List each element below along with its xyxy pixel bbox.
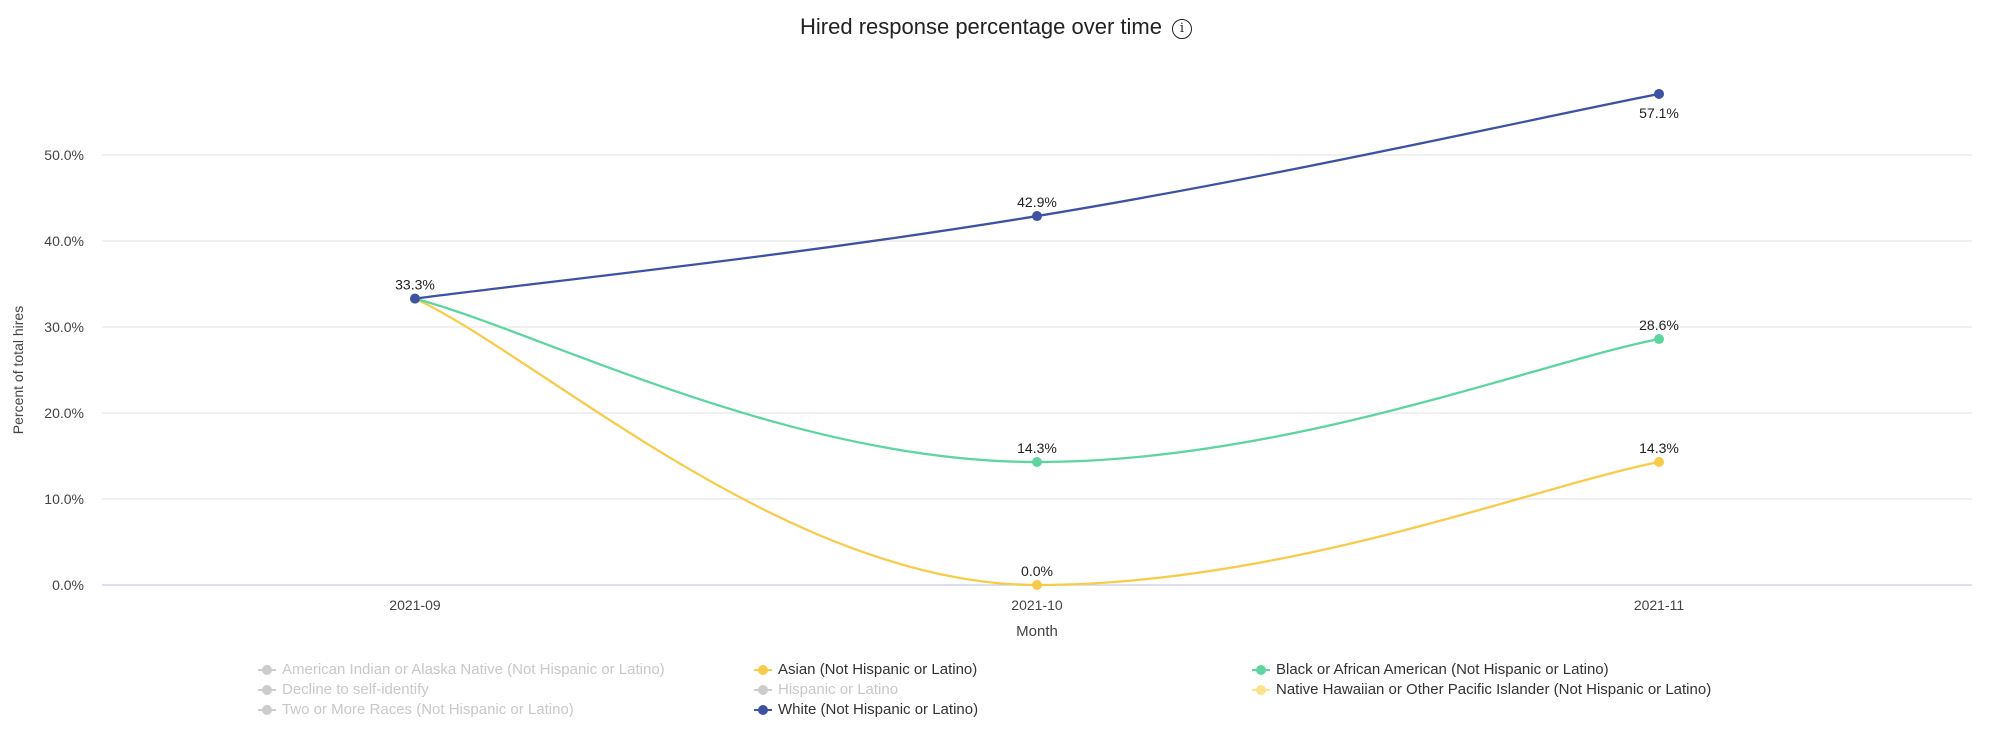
legend-marker-icon — [258, 704, 276, 715]
legend-marker-icon — [754, 684, 772, 695]
legend-label: American Indian or Alaska Native (Not Hi… — [282, 661, 665, 678]
legend-marker-icon — [1252, 664, 1270, 675]
data-label: 28.6% — [1639, 317, 1679, 333]
line-chart: 0.0% 10.0% 20.0% 30.0% 40.0% 50.0% 2021-09 2021… — [10, 88, 1972, 640]
x-tick-label: 2021-10 — [1011, 597, 1063, 613]
x-tick-label: 2021-11 — [1634, 597, 1685, 613]
data-point — [1032, 457, 1042, 468]
legend: American Indian or Alaska Native (Not Hi… — [258, 661, 1758, 718]
data-point — [1654, 88, 1664, 99]
data-label: 14.3% — [1017, 440, 1057, 456]
legend-marker-icon — [754, 704, 772, 715]
legend-marker-icon — [1252, 684, 1270, 695]
data-label: 0.0% — [1021, 563, 1053, 579]
legend-item[interactable]: White (Not Hispanic or Latino) — [754, 701, 1252, 718]
data-label: 42.9% — [1017, 194, 1057, 210]
legend-label: Black or African American (Not Hispanic … — [1276, 661, 1609, 678]
y-axis-label: Percent of total hires — [10, 306, 26, 434]
data-point — [1654, 457, 1664, 468]
legend-label: Two or More Races (Not Hispanic or Latin… — [282, 701, 574, 718]
legend-item[interactable]: Black or African American (Not Hispanic … — [1252, 661, 1752, 678]
legend-label: Asian (Not Hispanic or Latino) — [778, 661, 978, 678]
legend-item[interactable]: Decline to self-identify — [258, 681, 754, 698]
data-point — [1032, 211, 1042, 222]
legend-label: Hispanic or Latino — [778, 681, 899, 698]
x-tick-label: 2021-09 — [389, 597, 441, 613]
legend-item[interactable]: Hispanic or Latino — [754, 681, 1252, 698]
data-label: 33.3% — [395, 277, 435, 293]
data-label: 57.1% — [1639, 105, 1679, 121]
legend-label: Native Hawaiian or Other Pacific Islande… — [1276, 681, 1712, 698]
legend-marker-icon — [258, 684, 276, 695]
y-tick-label: 50.0% — [44, 147, 84, 163]
y-tick-label: 30.0% — [44, 319, 84, 335]
info-icon[interactable]: i — [1171, 19, 1192, 39]
data-point — [1654, 334, 1664, 345]
chart-title: Hired response percentage over time — [800, 14, 1162, 39]
legend-item[interactable]: Native Hawaiian or Other Pacific Islande… — [1252, 681, 1752, 698]
series-line — [414, 297, 1660, 464]
legend-marker-icon — [754, 664, 772, 675]
legend-item[interactable]: American Indian or Alaska Native (Not Hi… — [258, 661, 754, 678]
x-axis-label: Month — [1016, 623, 1058, 640]
legend-label: Decline to self-identify — [282, 681, 429, 698]
legend-marker-icon — [258, 664, 276, 675]
chart-title-bar: Hired response percentage over time i — [0, 14, 1992, 40]
y-tick-label: 0.0% — [52, 577, 84, 593]
y-tick-label: 20.0% — [44, 405, 84, 421]
y-tick-label: 40.0% — [44, 233, 84, 249]
legend-label: White (Not Hispanic or Latino) — [778, 701, 979, 718]
data-point — [1032, 580, 1042, 590]
data-label: 14.3% — [1639, 440, 1679, 456]
legend-item[interactable]: Asian (Not Hispanic or Latino) — [754, 661, 1252, 678]
data-point — [410, 293, 420, 304]
y-tick-label: 10.0% — [44, 491, 84, 507]
legend-item[interactable]: Two or More Races (Not Hispanic or Latin… — [258, 701, 754, 718]
